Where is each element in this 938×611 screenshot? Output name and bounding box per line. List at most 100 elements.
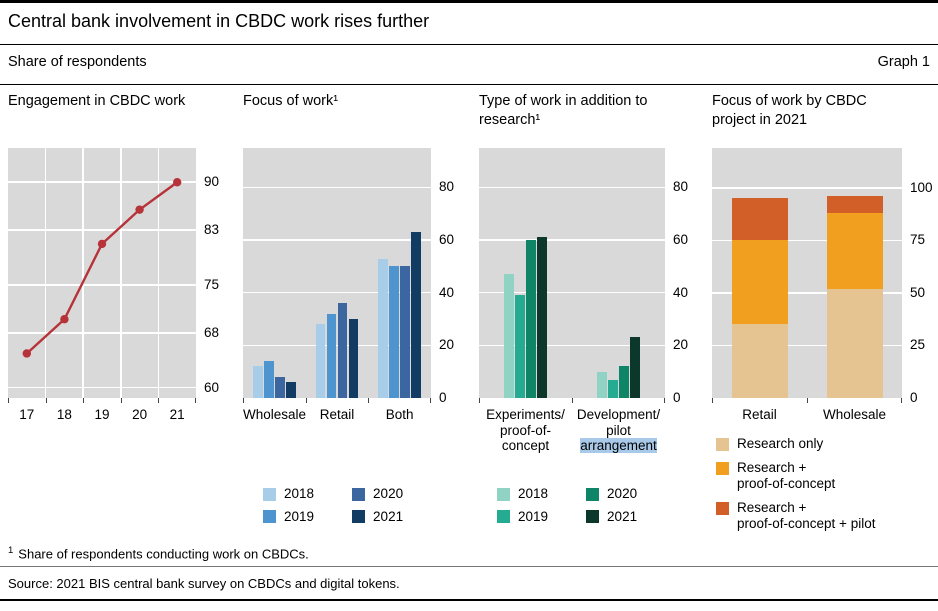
y-axis-label: 0	[910, 390, 918, 405]
legend: 2018 2019 2020 2021	[497, 486, 637, 525]
x-axis-label: 20	[132, 407, 148, 422]
panel-engagement: Engagement in CBDC work 17 18 19 20 21 60 68 7…	[8, 92, 236, 552]
y-axis-label: 80	[673, 179, 689, 195]
gridline	[8, 229, 196, 231]
legend-column: 2020 2021	[586, 486, 637, 525]
footnote-text: Share of respondents conducting work on …	[18, 546, 309, 562]
graph-number-label: Graph 1	[877, 54, 930, 70]
axis-tick	[158, 398, 160, 403]
x-axis-label: 21	[169, 407, 185, 422]
x-axis-label: 17	[19, 407, 35, 422]
y-axis-label: 40	[439, 284, 455, 300]
bottom-border	[0, 599, 938, 601]
selected-text: arrangement	[580, 438, 657, 453]
legend-item: 2021	[586, 509, 637, 526]
legend-item: Research + proof-of-concept + pilot	[716, 500, 875, 533]
y-axis-label: 75	[910, 232, 926, 248]
axis-tick	[664, 398, 665, 403]
y-axis-label: 60	[439, 232, 455, 248]
bar-2020	[526, 240, 536, 398]
gridline	[243, 239, 431, 241]
axis-tick	[368, 398, 370, 403]
subtitle: Share of respondents	[8, 54, 147, 70]
x-axis-label: 19	[94, 407, 110, 422]
x-axis-label: 18	[56, 407, 72, 422]
bar-2021	[537, 237, 547, 398]
legend-item: 2020	[352, 486, 403, 503]
gridline	[8, 181, 196, 183]
legend-label: 2018	[284, 486, 315, 501]
panel-type-of-work: Type of work in addition to research¹ Ex…	[479, 92, 703, 552]
y-axis-label: 100	[910, 179, 933, 195]
footnote: 1 Share of respondents conducting work on…	[8, 545, 309, 561]
legend: 2018 2019 2020 2021	[263, 486, 403, 525]
bar-2020	[400, 266, 410, 398]
gridline	[712, 239, 902, 242]
y-axis-label: 83	[204, 222, 220, 238]
x-axis-labels: Experiments/proof-of-concept Development/…	[479, 407, 665, 477]
bar-2021	[348, 319, 359, 398]
legend-label: 2020	[607, 486, 638, 501]
bar-2018	[597, 371, 607, 398]
focus-of-work-bar-plot	[243, 148, 431, 398]
panel-title: Focus of work¹	[243, 93, 339, 109]
top-border	[0, 0, 938, 3]
panel-title: Type of work in addition to research¹	[479, 93, 648, 128]
legend-label: Research + proof-of-concept + pilot	[737, 499, 876, 532]
gridline	[8, 284, 196, 286]
x-axis-label: Development/pilot arrangement	[576, 407, 661, 453]
axis-tick	[712, 398, 713, 403]
footnote-marker: 1	[8, 545, 14, 556]
gridline	[243, 186, 431, 189]
data-point	[173, 178, 182, 187]
x-axis-label: Retail	[319, 407, 355, 422]
legend-label: 2019	[518, 508, 549, 524]
gridline	[243, 344, 431, 347]
legend-label: 2019	[284, 508, 315, 524]
x-axis-label: Wholesale	[243, 407, 307, 422]
legend-swatch	[716, 461, 729, 475]
legend-swatch	[497, 510, 510, 524]
y-axis-label: 60	[673, 232, 689, 248]
legend-swatch	[586, 487, 600, 501]
y-axis-label: 90	[204, 174, 220, 190]
x-axis-label: Retail	[742, 407, 777, 422]
legend-column: 2020 2021	[352, 486, 403, 525]
bar-2018	[315, 324, 326, 398]
y-axis-label: 68	[204, 324, 220, 340]
axis-tick	[479, 398, 480, 403]
bar-2020	[275, 376, 285, 398]
legend-item: 2019	[263, 509, 314, 526]
gridline	[120, 148, 122, 398]
axis-tick	[120, 398, 122, 403]
x-axis-labels: 17 18 19 20 21	[8, 407, 196, 477]
data-point	[135, 205, 144, 214]
axis-tick	[430, 398, 431, 403]
type-of-work-bar-plot	[479, 148, 665, 398]
line-path	[25, 181, 178, 355]
focus-by-project-stacked-plot	[712, 148, 902, 398]
axis-tick	[807, 398, 808, 403]
stack-segment	[731, 198, 788, 241]
y-axis-label: 0	[439, 390, 447, 405]
data-point	[22, 349, 31, 358]
gridline	[8, 386, 196, 389]
panel-focus-by-project: Focus of work by CBDC project in 2021 Re…	[712, 92, 938, 552]
legend-label: 2021	[607, 508, 638, 524]
bar-2018	[378, 258, 388, 398]
legend-swatch	[586, 510, 600, 524]
y-axis-label: 40	[673, 284, 689, 300]
legend-column: 2018 2019	[263, 486, 314, 525]
axis-tick	[243, 398, 244, 403]
legend: Research only Research + proof-of-concept R…	[716, 436, 875, 533]
y-axis-label: 60	[204, 379, 220, 395]
bar-2019	[389, 266, 399, 398]
y-axis-label: 50	[910, 284, 926, 300]
y-axis-label: 20	[673, 337, 689, 353]
axis-tick	[8, 398, 9, 403]
panel-title: Focus of work by CBDC project in 2021	[712, 93, 867, 128]
bar-2019	[515, 295, 525, 398]
data-point	[60, 315, 69, 324]
gridline	[712, 187, 902, 189]
